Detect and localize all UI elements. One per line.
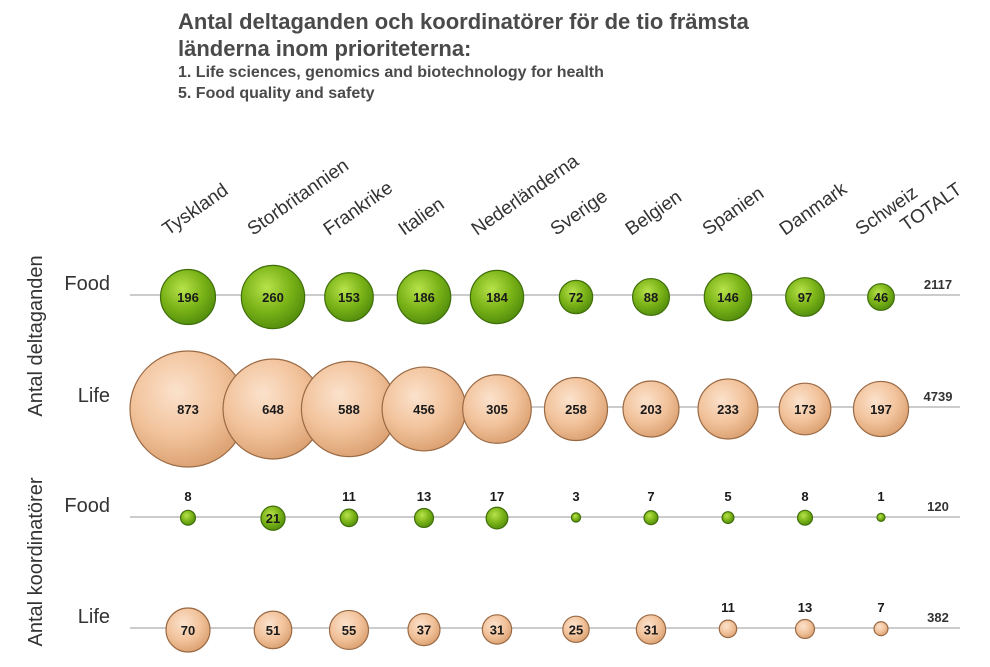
data-label: 258 xyxy=(565,402,587,417)
bubble-food xyxy=(260,505,286,531)
bubble-life xyxy=(562,615,590,644)
data-label: 197 xyxy=(870,402,892,417)
data-label: 7 xyxy=(647,489,654,504)
bubble-food xyxy=(703,272,753,322)
data-label: 88 xyxy=(644,290,658,305)
data-label: 1 xyxy=(877,489,884,504)
data-label: 203 xyxy=(640,402,662,417)
country-label-6: Belgien xyxy=(622,187,686,241)
data-label: 153 xyxy=(338,290,360,305)
chart-subtitle-1: 1. Life sciences, genomics and biotechno… xyxy=(178,64,604,81)
bubble-food xyxy=(179,509,197,526)
bubble-food xyxy=(159,268,217,326)
bubble-food xyxy=(867,283,895,311)
data-label: 8 xyxy=(184,489,191,504)
data-label: 5 xyxy=(724,489,731,504)
bubble-life xyxy=(481,614,513,645)
data-label: 173 xyxy=(794,402,816,417)
data-label: 186 xyxy=(413,290,435,305)
bubble-food xyxy=(643,510,659,526)
bubble-life xyxy=(165,607,211,653)
chart-title-line-1: Antal deltaganden och koordinatörer för … xyxy=(178,9,749,34)
country-label-5: Sverige xyxy=(547,186,612,240)
data-label: 97 xyxy=(798,290,812,305)
bubble-life xyxy=(462,374,532,444)
chart-title-line-2: länderna inom prioriteterna: xyxy=(178,36,472,61)
bubble-life xyxy=(543,376,609,442)
bubble-life xyxy=(778,382,832,436)
data-label: 3 xyxy=(572,489,579,504)
data-label: 233 xyxy=(717,402,739,417)
data-label: 305 xyxy=(486,402,508,417)
bubble-life xyxy=(622,380,680,438)
row-total: 2117 xyxy=(924,277,952,292)
country-label-3: Italien xyxy=(395,194,449,240)
row-total: 120 xyxy=(927,499,949,514)
bubble-food xyxy=(324,272,374,322)
bubble-life xyxy=(407,613,441,647)
data-label: 11 xyxy=(342,489,356,504)
data-label: 17 xyxy=(490,489,504,504)
chart-title-block: Antal deltaganden och koordinatörer för … xyxy=(178,8,749,104)
bubble-life xyxy=(718,619,738,639)
row-label-life: Life xyxy=(78,385,110,407)
bubble-food xyxy=(631,277,671,317)
bubble-life xyxy=(697,378,759,440)
group-label-1: Antal koordinatörer xyxy=(25,477,47,646)
data-label: 13 xyxy=(417,489,431,504)
bubble-food xyxy=(240,264,306,330)
data-label: 51 xyxy=(266,623,280,638)
data-label: 146 xyxy=(717,290,739,305)
row-label-life: Life xyxy=(78,606,110,628)
data-label: 55 xyxy=(342,623,356,638)
bubble-food xyxy=(339,508,359,528)
group-label-0: Antal deltaganden xyxy=(25,255,47,416)
bubble-food xyxy=(413,507,435,529)
bubble-food xyxy=(485,506,509,530)
bubble-food xyxy=(469,269,525,325)
data-label: 456 xyxy=(413,402,435,417)
data-label: 31 xyxy=(644,622,658,637)
bubble-life xyxy=(253,610,293,650)
data-label: 588 xyxy=(338,402,360,417)
data-label: 72 xyxy=(569,290,583,305)
bubble-food xyxy=(876,512,886,523)
country-label-0: Tyskland xyxy=(159,180,232,240)
bubble-food xyxy=(570,512,582,523)
data-label: 648 xyxy=(262,402,284,417)
data-label: 11 xyxy=(721,600,735,615)
bubble-food xyxy=(558,279,594,315)
row-total: 4739 xyxy=(924,389,953,404)
row-total: 382 xyxy=(927,610,949,625)
data-label: 37 xyxy=(417,623,431,638)
bubble-life xyxy=(328,609,370,651)
bubble-life xyxy=(794,618,816,640)
data-label: 196 xyxy=(177,290,199,305)
data-label: 873 xyxy=(177,402,199,417)
bubble-food xyxy=(796,509,814,526)
bubble-life xyxy=(852,380,910,438)
data-label: 8 xyxy=(801,489,808,504)
bubble-life xyxy=(635,614,667,645)
bubble-life xyxy=(873,621,889,637)
country-label-8: Danmark xyxy=(776,178,852,240)
country-label-7: Spanien xyxy=(699,183,768,240)
row-label-food: Food xyxy=(64,273,110,295)
data-label: 184 xyxy=(486,290,508,305)
data-label: 31 xyxy=(490,622,504,637)
data-label: 25 xyxy=(569,622,583,637)
chart-subtitle-2: 5. Food quality and safety xyxy=(178,85,375,102)
data-label: 7 xyxy=(877,600,884,615)
bubble-food xyxy=(721,511,735,525)
data-label: 21 xyxy=(266,511,280,526)
data-label: 46 xyxy=(874,290,888,305)
data-label: 70 xyxy=(181,623,195,638)
data-label: 13 xyxy=(798,600,812,615)
bubble-food xyxy=(396,269,452,325)
row-label-food: Food xyxy=(64,495,110,517)
bubble-food xyxy=(785,277,825,317)
data-label: 260 xyxy=(262,290,284,305)
